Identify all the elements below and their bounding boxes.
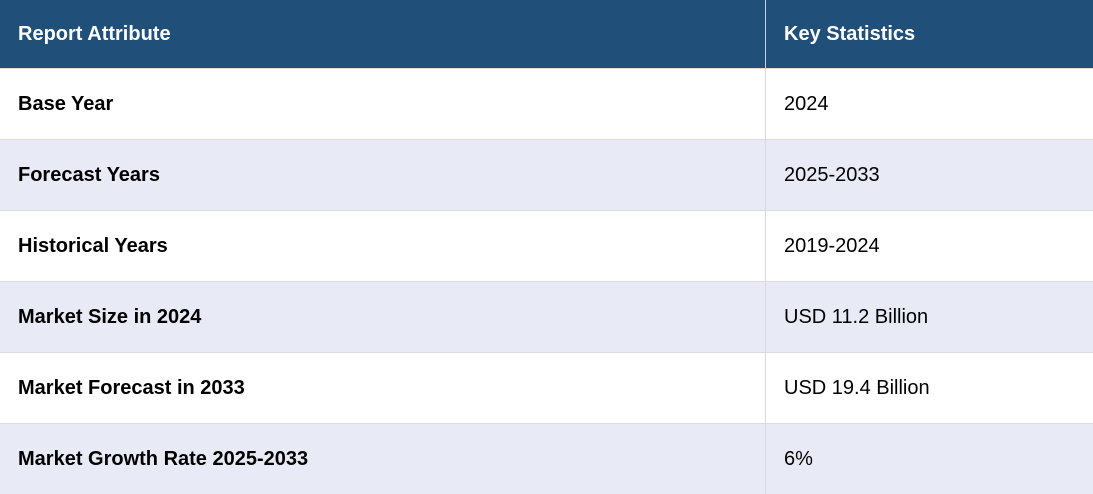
attribute-cell: Market Growth Rate 2025-2033 [0,424,766,494]
attribute-cell: Forecast Years [0,140,766,211]
value-cell: 2019-2024 [766,211,1093,282]
attribute-cell: Market Forecast in 2033 [0,353,766,424]
header-cell: Report Attribute [0,0,766,69]
attribute-cell: Historical Years [0,211,766,282]
attribute-cell: Base Year [0,69,766,140]
value-cell: 2024 [766,69,1093,140]
value-cell: 6% [766,424,1093,494]
header-cell: Key Statistics [766,0,1093,69]
value-cell: USD 11.2 Billion [766,282,1093,353]
value-cell: 2025-2033 [766,140,1093,211]
attribute-cell: Market Size in 2024 [0,282,766,353]
value-cell: USD 19.4 Billion [766,353,1093,424]
